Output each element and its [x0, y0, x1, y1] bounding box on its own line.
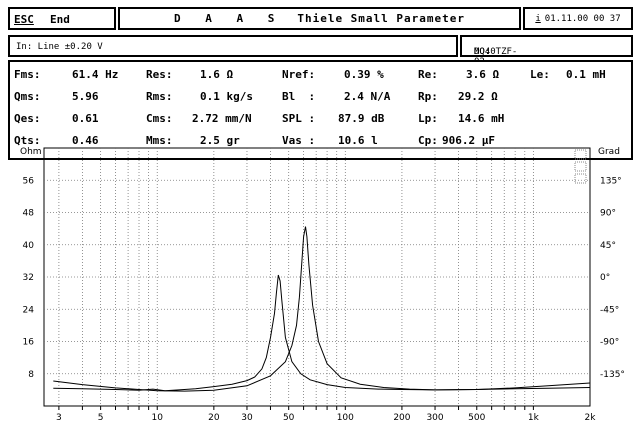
- right-axis-title: Grad: [598, 147, 620, 157]
- brand-name: D A A S: [173, 12, 284, 25]
- param-label: Cp:: [418, 134, 438, 147]
- x-tick-label: 1k: [528, 413, 540, 423]
- param-value: 0.39 %: [344, 68, 384, 81]
- param-label: Lp:: [418, 112, 438, 125]
- page-indicator[interactable]: i: [535, 13, 541, 24]
- y-right-tick-label: -135°: [600, 370, 625, 380]
- y-tick-label: 40: [23, 241, 35, 251]
- param-value: 2.72 mm/N: [192, 112, 252, 125]
- x-tick-label: 3: [56, 413, 62, 423]
- param-label: Qts:: [14, 134, 41, 147]
- param-value: 10.6 l: [338, 134, 378, 147]
- y-right-tick-label: -45°: [600, 305, 619, 315]
- param-value: 0.46: [72, 134, 99, 147]
- param-label: Bl :: [282, 90, 316, 103]
- param-label: Cms:: [146, 112, 173, 125]
- param-label: SPL :: [282, 112, 316, 125]
- y-right-tick-label: 45°: [600, 241, 616, 251]
- param-label: Rp:: [418, 90, 438, 103]
- param-label: Res:: [146, 68, 173, 81]
- param-value: 0.61: [72, 112, 99, 125]
- param-value: 14.6 mH: [458, 112, 505, 125]
- header-date-panel: i 01.11.00 00 37: [523, 7, 633, 30]
- param-value: 2.5 gr: [200, 134, 240, 147]
- y-tick-label: 8: [28, 370, 34, 380]
- left-axis-title: Ohm: [20, 147, 42, 157]
- param-value: 906.2 µF: [442, 134, 495, 147]
- y-tick-label: 32: [23, 273, 34, 283]
- param-value: 1.6 Ω: [200, 68, 234, 81]
- header-left-panel: ESC End: [8, 7, 116, 30]
- y-right-tick-label: 90°: [600, 209, 616, 219]
- param-label: Nref:: [282, 68, 316, 81]
- x-tick-label: 100: [337, 413, 354, 423]
- datetime-readout: 01.11.00 00 37: [544, 13, 621, 24]
- param-value: 3.6 Ω: [466, 68, 500, 81]
- y-tick-label: 56: [23, 176, 35, 186]
- header-title-panel: D A A S Thiele Small Parameter: [118, 7, 521, 30]
- x-tick-label: 300: [426, 413, 443, 423]
- parameter-panel: Fms: 61.4 Hz Qms: 5.96 Qes: 0.61 Qts: 0.…: [8, 60, 633, 160]
- page-title: Thiele Small Parameter: [297, 12, 466, 25]
- y-tick-label: 16: [23, 338, 35, 348]
- x-tick-label: 30: [241, 413, 253, 423]
- x-tick-label: 5: [98, 413, 104, 423]
- param-label: Re:: [418, 68, 438, 81]
- impedance-curve-1: [53, 274, 591, 392]
- model-prefix[interactable]: MO:: [474, 47, 491, 57]
- esc-key-label[interactable]: ESC: [14, 13, 34, 26]
- param-value: 5.96: [72, 90, 99, 103]
- input-level-text: In: Line ±0.20 V: [16, 42, 103, 52]
- param-value: 61.4 Hz: [72, 68, 119, 81]
- impedance-curve-2: [53, 226, 591, 392]
- y-right-tick-label: -90°: [600, 338, 619, 348]
- x-tick-label: 200: [393, 413, 410, 423]
- param-label: Le:: [530, 68, 550, 81]
- param-value: 87.9 dB: [338, 112, 385, 125]
- tick-labels: 3 5 10 20 30 50 100 200 300 500 1k 2k 8 16 24 32 40 48 56 1…: [23, 176, 625, 423]
- tick-marks: [58, 406, 534, 410]
- param-value: 0.1 mH: [566, 68, 606, 81]
- x-tick-label: 2k: [585, 413, 597, 423]
- end-label[interactable]: End: [50, 13, 70, 26]
- param-value: 0.1 kg/s: [200, 90, 253, 103]
- x-tick-label: 20: [208, 413, 220, 423]
- param-label: Vas :: [282, 134, 316, 147]
- y-tick-label: 24: [23, 305, 35, 315]
- param-label: Qes:: [14, 112, 41, 125]
- y-tick-label: 48: [23, 209, 35, 219]
- param-value: 2.4 N/A: [344, 90, 391, 103]
- y-right-tick-label: 0°: [600, 273, 610, 283]
- x-tick-label: 500: [468, 413, 485, 423]
- param-label: Rms:: [146, 90, 173, 103]
- param-label: Fms:: [14, 68, 41, 81]
- param-label: Qms:: [14, 90, 41, 103]
- x-tick-label: 10: [152, 413, 164, 423]
- model-panel: MO: DQ40TZF-02 NoName: [460, 35, 633, 77]
- input-level-panel: In: Line ±0.20 V: [8, 35, 458, 57]
- param-value: 29.2 Ω: [458, 90, 498, 103]
- legend-icon: [574, 149, 587, 184]
- y-right-tick-label: 135°: [600, 176, 622, 186]
- curves: [53, 226, 591, 392]
- param-label: Mms:: [146, 134, 173, 147]
- grid: [44, 148, 590, 406]
- x-tick-label: 50: [283, 413, 295, 423]
